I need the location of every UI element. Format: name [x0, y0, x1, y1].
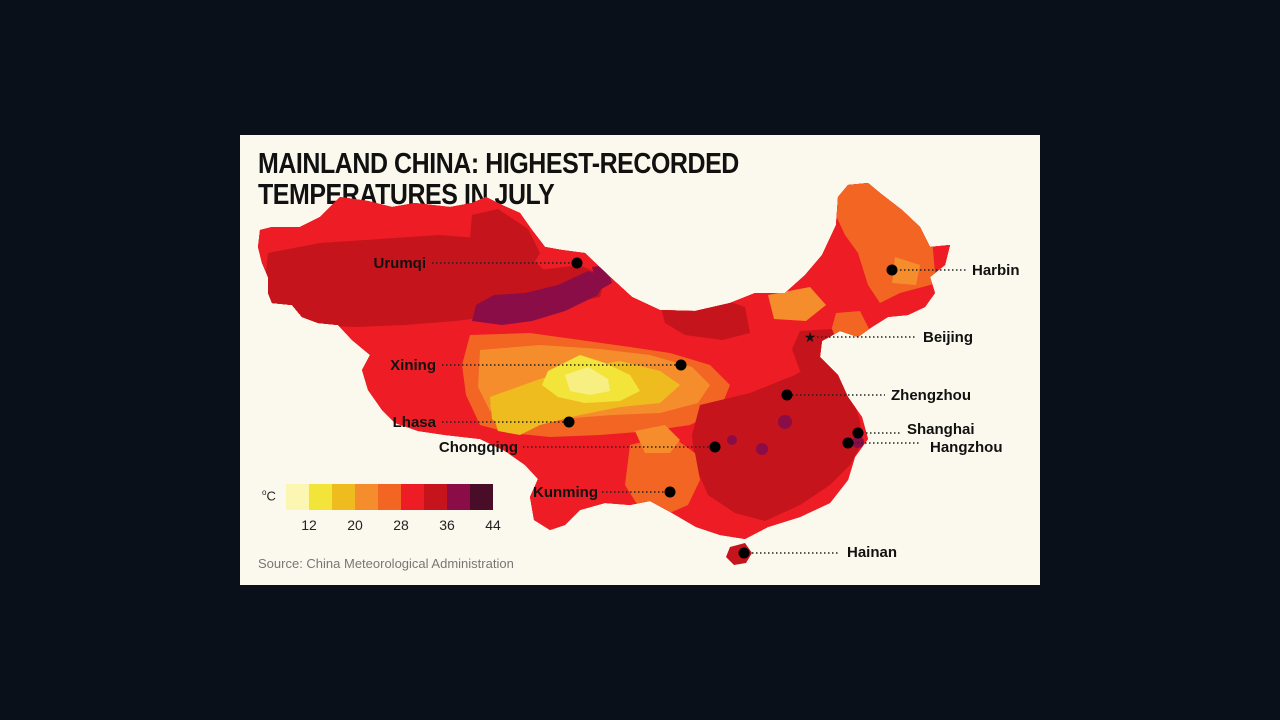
shanghai-marker: [852, 427, 864, 439]
city-markers: ★: [563, 257, 898, 559]
legend-ticks: 12 20 28 36 44: [280, 517, 520, 537]
legend-unit: oC: [262, 488, 276, 503]
legend-swatch: [424, 484, 447, 510]
legend-swatch: [309, 484, 332, 510]
label-harbin: Harbin: [972, 262, 1020, 279]
harbin-marker: [886, 264, 898, 276]
label-urumqi: Urumqi: [374, 255, 427, 272]
hainan-marker: [738, 547, 750, 559]
hangzhou-marker: [842, 437, 854, 449]
legend-swatch: [332, 484, 355, 510]
legend-tick-label: 44: [485, 517, 501, 533]
legend-swatch: [401, 484, 424, 510]
legend-tick-label: 12: [301, 517, 317, 533]
map-card: MAINLAND CHINA: HIGHEST-RECORDED TEMPERA…: [240, 135, 1040, 585]
label-chongqing: Chongqing: [439, 439, 518, 456]
city-labels: Urumqi Harbin Beijing Xining Zhengzhou L…: [374, 255, 1020, 561]
label-lhasa: Lhasa: [393, 414, 437, 431]
label-zhengzhou: Zhengzhou: [891, 387, 971, 404]
legend-tick-label: 36: [439, 517, 455, 533]
legend-swatch: [447, 484, 470, 510]
chongqing-marker: [709, 441, 721, 453]
urumqi-marker: [571, 257, 583, 269]
zhengzhou-marker: [781, 389, 793, 401]
xining-marker: [675, 359, 687, 371]
kunming-marker: [664, 486, 676, 498]
legend-unit-label: C: [266, 488, 276, 504]
lhasa-marker: [563, 416, 575, 428]
legend-tick-label: 20: [347, 517, 363, 533]
title-line-1: MAINLAND CHINA: HIGHEST-RECORDED: [258, 148, 739, 180]
label-hainan: Hainan: [847, 544, 897, 561]
label-shanghai: Shanghai: [907, 421, 975, 438]
china-temperature-map: ★ Urumqi Harbin Beijing Xining Zhengzhou…: [258, 183, 1020, 565]
legend-swatch: [286, 484, 309, 510]
source-credit: Source: China Meteorological Administrat…: [258, 556, 514, 571]
legend-swatch: [378, 484, 401, 510]
legend-swatch: [355, 484, 378, 510]
beijing-star-icon: ★: [804, 329, 817, 345]
map-title: MAINLAND CHINA: HIGHEST-RECORDED TEMPERA…: [258, 149, 739, 211]
legend-swatches: [286, 484, 493, 510]
label-kunming: Kunming: [533, 484, 598, 501]
legend-swatch: [470, 484, 493, 510]
legend-tick-label: 28: [393, 517, 409, 533]
label-hangzhou: Hangzhou: [930, 439, 1003, 456]
label-xining: Xining: [390, 357, 436, 374]
degree-symbol: o: [262, 488, 267, 497]
leader-lines: [432, 262, 968, 554]
label-beijing: Beijing: [923, 329, 973, 346]
